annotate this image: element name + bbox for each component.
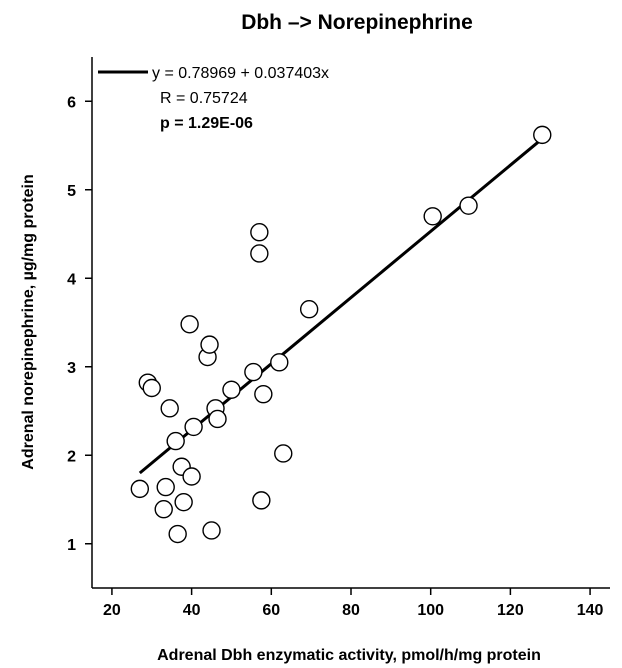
y-tick-label: 4 xyxy=(67,271,76,288)
data-point xyxy=(182,467,201,486)
legend-p-value: p = 1.29E-06 xyxy=(160,115,253,132)
x-tick-label: 80 xyxy=(342,602,360,619)
data-point xyxy=(208,409,227,429)
data-point xyxy=(156,477,175,497)
data-point xyxy=(270,353,289,372)
data-point xyxy=(533,125,552,145)
data-point xyxy=(200,335,219,354)
x-tick-label: 40 xyxy=(183,602,201,619)
x-axis-label: Adrenal Dbh enzymatic activity, pmol/h/m… xyxy=(157,647,541,664)
data-point xyxy=(168,524,187,544)
data-point xyxy=(244,362,263,382)
data-point xyxy=(160,399,179,418)
x-tick-label: 20 xyxy=(103,602,121,619)
data-point xyxy=(274,444,293,463)
regression-line xyxy=(138,137,544,475)
y-tick-label: 6 xyxy=(67,94,76,111)
x-tick-label: 120 xyxy=(497,602,524,619)
x-tick-label: 100 xyxy=(417,602,444,619)
data-point xyxy=(142,378,161,398)
data-point xyxy=(202,521,221,540)
y-tick-label: 2 xyxy=(67,448,76,465)
y-ticks: 1 2 3 4 5 6 xyxy=(67,94,92,554)
data-point xyxy=(154,500,173,519)
data-point xyxy=(184,417,203,437)
legend-equation: y = 0.78969 + 0.037403x xyxy=(152,65,329,82)
legend: y = 0.78969 + 0.037403x R = 0.75724 p = … xyxy=(98,65,329,132)
legend-r-value: R = 0.75724 xyxy=(160,90,248,107)
data-point xyxy=(174,492,193,512)
data-point xyxy=(130,479,150,499)
x-ticks: 20 40 60 80 100 120 140 xyxy=(103,588,604,619)
chart-title: Dbh –> Norepinephrine xyxy=(241,11,473,34)
data-point xyxy=(180,315,199,334)
data-point xyxy=(250,223,269,242)
data-point xyxy=(252,491,271,510)
data-point xyxy=(250,244,269,263)
data-point xyxy=(254,384,273,404)
y-axis-label: Adrenal norepinephrine, µg/mg protein xyxy=(20,174,37,469)
x-tick-label: 140 xyxy=(577,602,604,619)
y-tick-label: 5 xyxy=(67,183,76,200)
y-tick-label: 3 xyxy=(67,360,76,377)
data-point xyxy=(166,431,185,451)
y-tick-label: 1 xyxy=(67,537,76,554)
data-point xyxy=(423,207,442,226)
data-point xyxy=(222,380,241,399)
data-points xyxy=(130,125,552,544)
data-point xyxy=(299,300,319,319)
x-tick-label: 60 xyxy=(262,602,280,619)
data-point xyxy=(459,196,478,215)
